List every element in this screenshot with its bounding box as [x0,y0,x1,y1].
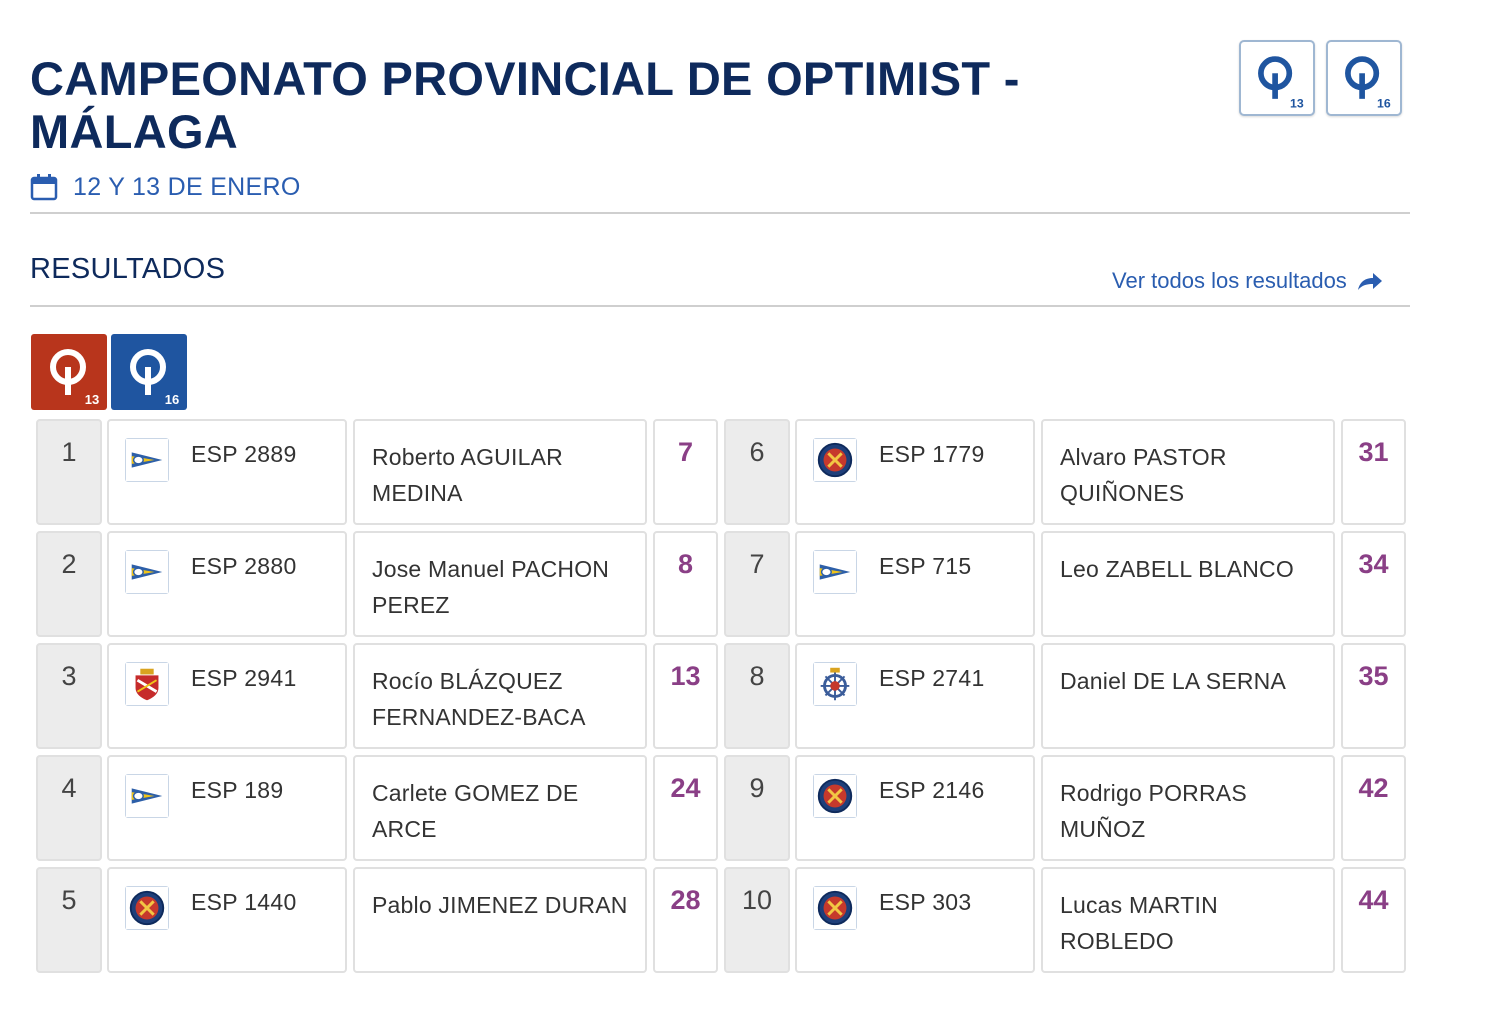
position-cell: 3 [36,643,102,749]
sailor-name: Alvaro PASTOR QUIÑONES [1041,419,1335,525]
points-cell: 24 [653,755,718,861]
sailor-name: Leo ZABELL BLANCO [1041,531,1335,637]
optimist-13-icon: 13 [50,349,99,407]
position-cell: 4 [36,755,102,861]
points-cell: 7 [653,419,718,525]
see-all-results-label: Ver todos los resultados [1112,268,1347,293]
points-cell: 42 [1341,755,1406,861]
sailor-name: Rodrigo PORRAS MUÑOZ [1041,755,1335,861]
sail-cell: ESP 1440 [107,867,347,973]
filter-optimist-16[interactable]: 16 [111,334,187,410]
sail-cell: ESP 2889 [107,419,347,525]
royal-crest-icon [125,662,169,706]
round-shield-icon [125,886,169,930]
points-cell: 35 [1341,643,1406,749]
sail-cell: ESP 2880 [107,531,347,637]
arrow-burgee-icon [125,550,169,594]
badge-number: 16 [165,392,179,407]
results-title: RESULTADOS [30,253,226,285]
ship-wheel-icon [813,662,857,706]
calendar-icon [30,174,58,201]
sail-number: ESP 189 [191,777,284,803]
position-cell: 6 [724,419,790,525]
see-all-results-link[interactable]: Ver todos los resultados [1112,268,1383,294]
sail-number: ESP 303 [879,889,972,915]
sail-number: ESP 2146 [879,777,985,803]
share-arrow-icon [1357,273,1382,290]
position-cell: 2 [36,531,102,637]
sail-cell: ESP 189 [107,755,347,861]
optimist-13-badge: 13 [1239,40,1315,116]
results-divider [30,305,1410,307]
arrow-burgee-icon [813,550,857,594]
position-cell: 7 [724,531,790,637]
optimist-16-icon: 16 [130,349,179,407]
sailor-name: Roberto AGUILAR MEDINA [353,419,647,525]
date-text: 12 Y 13 DE ENERO [73,172,301,201]
position-cell: 5 [36,867,102,973]
points-cell: 8 [653,531,718,637]
optimist-16-badge: 16 [1326,40,1402,116]
sail-number: ESP 2941 [191,665,297,691]
optimist-16-icon: 16 [1345,56,1391,110]
position-cell: 10 [724,867,790,973]
optimist-13-icon: 13 [1258,56,1304,110]
sail-number: ESP 2741 [879,665,985,691]
badge-number: 13 [85,392,99,407]
badge-number: 13 [1290,96,1304,110]
sail-cell: ESP 2146 [795,755,1035,861]
sail-number: ESP 2880 [191,553,297,579]
sailor-name: Jose Manuel PACHON PEREZ [353,531,647,637]
points-cell: 44 [1341,867,1406,973]
sail-number: ESP 1779 [879,441,985,467]
filter-optimist-13[interactable]: 13 [31,334,107,410]
sail-number: ESP 2889 [191,441,297,467]
sail-cell: ESP 2741 [795,643,1035,749]
sail-cell: ESP 715 [795,531,1035,637]
position-cell: 1 [36,419,102,525]
sail-number: ESP 1440 [191,889,297,915]
round-shield-icon [813,886,857,930]
round-shield-icon [813,774,857,818]
arrow-burgee-icon [125,438,169,482]
sail-cell: ESP 2941 [107,643,347,749]
sailor-name: Daniel DE LA SERNA [1041,643,1335,749]
sail-number: ESP 715 [879,553,972,579]
sailor-name: Pablo JIMENEZ DURAN [353,867,647,973]
position-cell: 8 [724,643,790,749]
header-divider [30,212,1410,214]
points-cell: 34 [1341,531,1406,637]
sailor-name: Lucas MARTIN ROBLEDO [1041,867,1335,973]
sailor-name: Carlete GOMEZ DE ARCE [353,755,647,861]
badge-number: 16 [1377,96,1391,110]
arrow-burgee-icon [125,774,169,818]
points-cell: 31 [1341,419,1406,525]
sail-cell: ESP 1779 [795,419,1035,525]
page-title: CAMPEONATO PROVINCIAL DE OPTIMIST - MÁLA… [30,52,1020,158]
position-cell: 9 [724,755,790,861]
points-cell: 13 [653,643,718,749]
event-date: 12 Y 13 DE ENERO [30,170,301,204]
points-cell: 28 [653,867,718,973]
round-shield-icon [813,438,857,482]
sail-cell: ESP 303 [795,867,1035,973]
sailor-name: Rocío BLÁZQUEZ FERNANDEZ-BACA [353,643,647,749]
